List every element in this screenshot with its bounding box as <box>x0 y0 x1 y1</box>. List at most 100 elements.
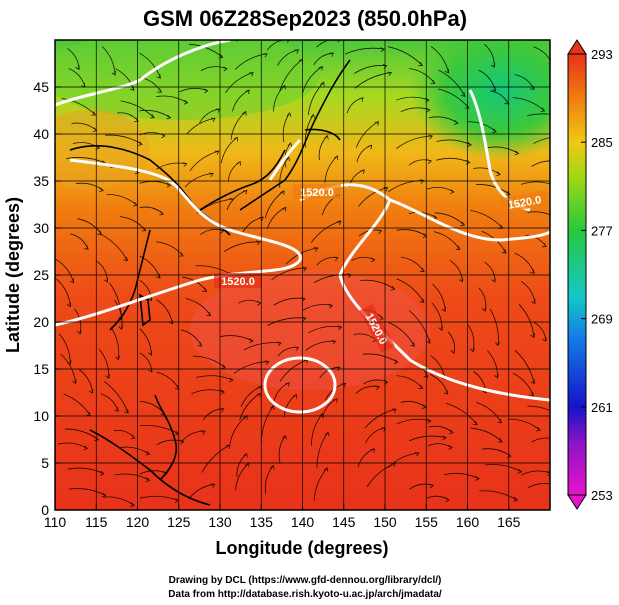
streamline <box>225 72 254 94</box>
x-tick-label: 130 <box>208 514 232 530</box>
streamline-arrow <box>281 206 287 212</box>
streamline <box>115 68 135 91</box>
streamline <box>279 156 290 188</box>
streamline <box>355 121 379 148</box>
streamline <box>232 89 250 112</box>
streamline <box>243 342 282 351</box>
streamline <box>192 355 226 369</box>
streamline-arrow <box>430 79 436 84</box>
streamline <box>57 442 88 449</box>
colorbar-bottom-arrow <box>567 494 587 510</box>
coastline-philippines <box>154 394 178 481</box>
streamline-arrow <box>259 216 264 221</box>
x-tick-label: 150 <box>373 514 397 530</box>
streamline-arrow <box>531 299 536 305</box>
streamline-arrow <box>147 296 152 302</box>
streamline <box>115 473 150 481</box>
streamline <box>139 470 168 475</box>
streamline-arrow <box>245 89 250 95</box>
streamline <box>396 375 423 389</box>
streamline-arrow <box>460 221 466 227</box>
streamline-arrow <box>313 247 319 252</box>
y-tick-label: 45 <box>33 79 49 95</box>
streamline <box>324 155 338 183</box>
x-axis-label: Longitude (degrees) <box>215 538 388 558</box>
streamline <box>58 333 71 365</box>
streamline <box>531 437 550 443</box>
streamline-arrow <box>494 373 499 379</box>
streamline-arrow <box>243 452 248 458</box>
streamline-arrow <box>264 360 270 366</box>
streamline-arrow <box>391 408 397 413</box>
streamline <box>527 211 550 216</box>
streamline-arrow <box>505 191 511 196</box>
streamline <box>61 98 96 116</box>
streamline-arrow <box>206 311 212 317</box>
streamline-arrow <box>554 438 558 442</box>
streamline <box>436 139 472 146</box>
contour-1520-closed <box>263 356 337 414</box>
streamline <box>362 353 398 363</box>
streamline-arrow <box>197 342 203 347</box>
streamline <box>430 45 449 73</box>
streamline-arrow <box>497 418 503 424</box>
streamline-arrow <box>455 245 461 250</box>
streamline-arrow <box>445 497 450 503</box>
streamline <box>99 233 128 261</box>
streamline-arrow <box>370 257 376 263</box>
streamline <box>316 431 329 469</box>
streamline-arrow <box>294 49 300 54</box>
streamline <box>69 488 106 496</box>
streamline <box>139 255 161 279</box>
streamline-arrow <box>501 249 507 254</box>
streamline <box>120 100 155 118</box>
y-axis: 0 5 10 15 20 25 30 35 40 45 <box>33 79 61 518</box>
streamline-arrow <box>410 342 415 347</box>
streamline <box>63 393 91 416</box>
x-tick-label: 145 <box>332 514 356 530</box>
streamline-arrow <box>220 389 226 395</box>
streamline-arrow <box>438 326 444 331</box>
streamline-arrow <box>310 113 316 119</box>
streamline <box>201 444 231 473</box>
streamline-arrow <box>320 81 325 87</box>
streamline-arrow <box>270 405 275 410</box>
streamline <box>396 278 425 303</box>
streamline-arrow <box>448 429 454 435</box>
streamline <box>387 180 424 193</box>
streamline-arrow <box>200 430 206 435</box>
streamline-arrow <box>145 451 151 456</box>
streamline <box>98 349 110 379</box>
streamline <box>105 134 143 145</box>
streamline <box>139 109 171 119</box>
streamline <box>387 46 423 66</box>
streamline-arrow <box>426 107 431 113</box>
streamline <box>445 402 478 425</box>
streamline-arrow <box>159 210 164 216</box>
streamline <box>305 340 336 351</box>
credit-drawing: Drawing by DCL (https://www.gfd-dennou.o… <box>169 575 442 586</box>
streamline-arrow <box>360 169 365 174</box>
streamline <box>185 298 211 316</box>
y-axis-label: Latitude (degrees) <box>3 197 23 353</box>
streamline <box>307 81 325 115</box>
streamline-arrow <box>182 162 188 167</box>
streamline-arrow <box>492 128 497 134</box>
streamline <box>431 302 443 331</box>
lat-lon-grid <box>55 40 550 510</box>
streamline-arrow <box>118 325 124 331</box>
streamline <box>514 252 535 274</box>
streamline <box>239 392 261 421</box>
cool-region-north <box>55 40 320 120</box>
coastline-japan <box>239 59 351 211</box>
streamline-arrow <box>236 161 241 166</box>
map-title: GSM 06Z28Sep2023 (850.0hPa) <box>143 6 467 31</box>
contour-label: 1520.0 <box>221 276 255 288</box>
streamline <box>478 69 496 92</box>
temperature-field: 1520.0 1520.0 1520.0 1520.0 <box>55 40 558 510</box>
streamline-arrow <box>329 52 335 57</box>
streamline-arrow <box>359 97 364 102</box>
colorbar-tick-label: 277 <box>591 223 613 238</box>
streamline <box>344 47 385 55</box>
streamline-arrow <box>536 426 541 432</box>
